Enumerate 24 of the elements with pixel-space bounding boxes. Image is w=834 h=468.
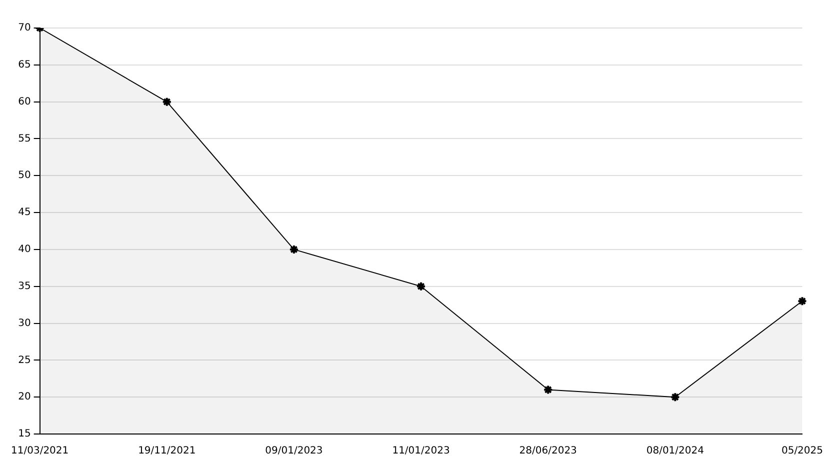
x-tick-label: 05/2025 xyxy=(781,446,823,457)
x-tick-label: 08/01/2024 xyxy=(646,446,704,457)
y-tick-label: 65 xyxy=(18,60,31,71)
y-tick-label: 25 xyxy=(18,354,31,366)
x-tick-label: 11/03/2021 xyxy=(11,446,69,457)
y-tick-label: 60 xyxy=(18,96,31,108)
point xyxy=(416,281,426,292)
x-tick-label: 09/01/2023 xyxy=(265,446,323,457)
y-tick-label: 70 xyxy=(18,22,31,34)
y-tick-label: 35 xyxy=(18,280,31,292)
y-tick-label: 45 xyxy=(18,207,31,218)
y-tick-label: 40 xyxy=(18,244,31,256)
x-tick-label: 19/11/2021 xyxy=(138,446,196,457)
y-tick-label: 30 xyxy=(18,318,31,329)
y-tick-label: 50 xyxy=(18,170,31,182)
point xyxy=(162,96,172,107)
y-tick-label: 20 xyxy=(18,392,31,403)
y-tick-label: 15 xyxy=(18,428,31,440)
point xyxy=(288,244,299,254)
y-tick-label: 55 xyxy=(18,133,31,144)
point xyxy=(670,392,680,402)
x-tick-label: 28/06/2023 xyxy=(519,446,577,457)
x-tick-label: 11/01/2023 xyxy=(392,446,450,457)
point xyxy=(543,384,554,395)
